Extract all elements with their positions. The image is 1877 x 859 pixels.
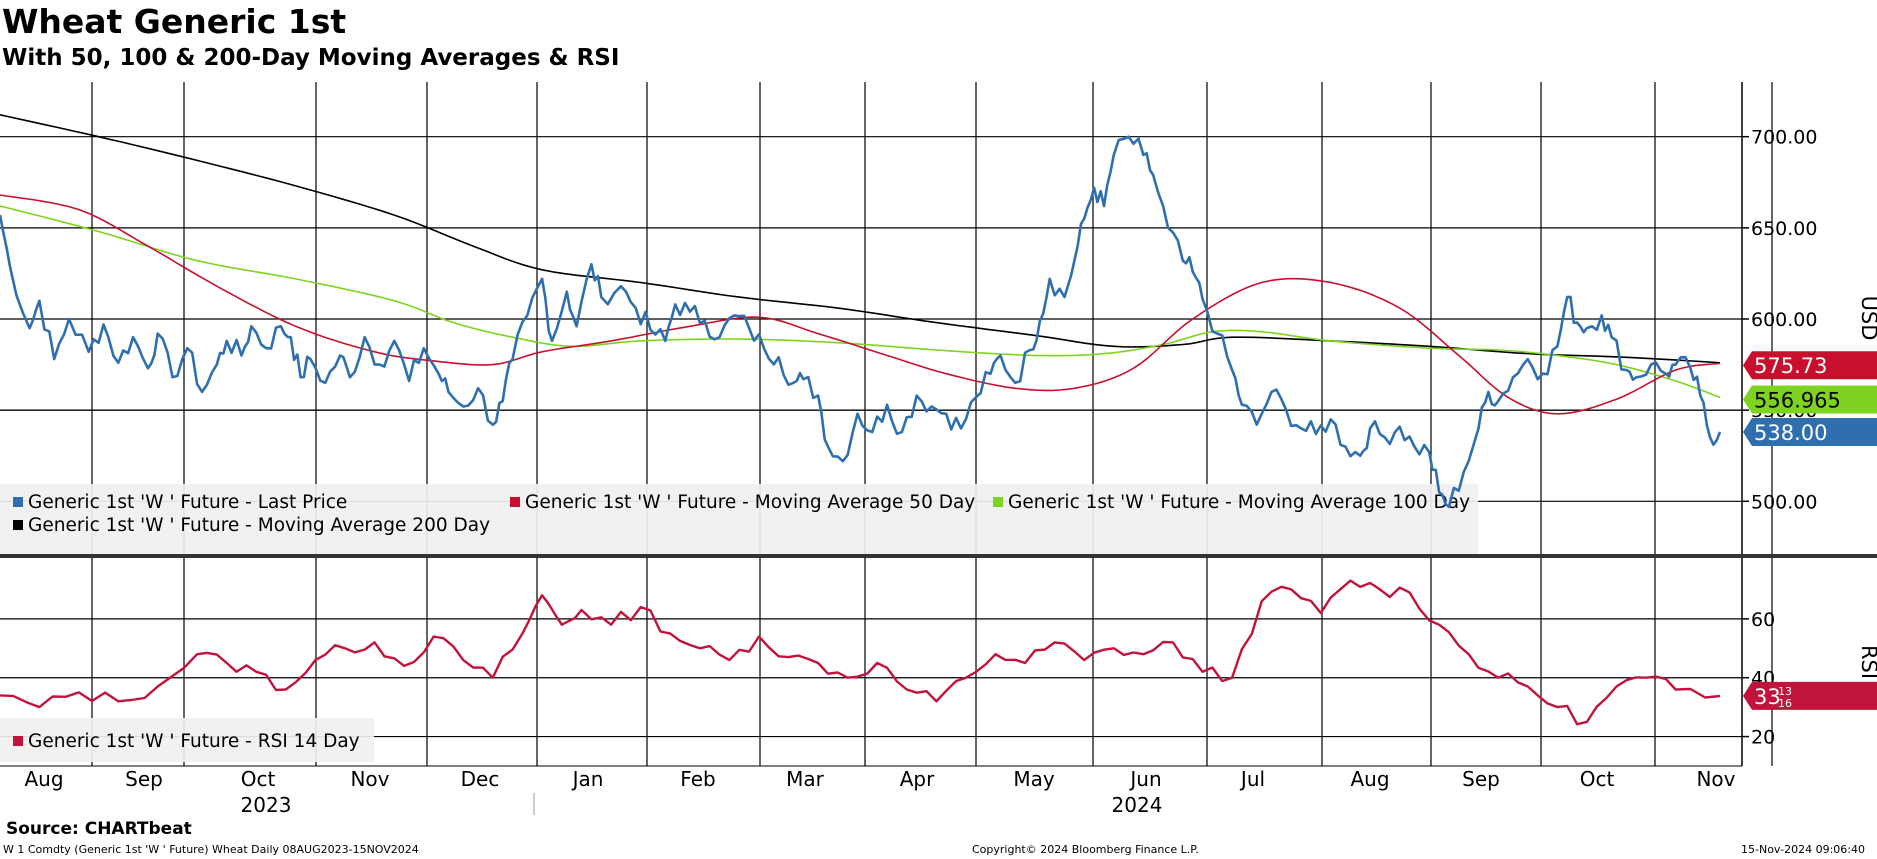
badge-label-numerator: 13 <box>1778 685 1792 698</box>
price-legend: Generic 1st 'W ' Future - Last Price Gene… <box>0 484 1478 554</box>
x-tick-label: May <box>1013 767 1055 791</box>
y-axis-title-price: USD <box>1857 296 1877 341</box>
badge-shape <box>1743 351 1877 380</box>
series-rsi-line <box>0 579 1721 726</box>
series-ma50-line <box>0 194 1721 415</box>
x-tick-label: Jul <box>1239 767 1265 791</box>
y-tick-label: 20 <box>1751 727 1775 749</box>
legend-label: Generic 1st 'W ' Future - Moving Average… <box>28 515 490 536</box>
x-tick-label: Feb <box>680 767 715 791</box>
x-tick-label: Sep <box>1462 767 1500 791</box>
x-tick-label: Aug <box>24 767 63 791</box>
y-tick-label: 600.00 <box>1751 309 1817 331</box>
chart-grid <box>0 82 1773 766</box>
legend-background <box>0 718 374 762</box>
badge-label: 575.73 <box>1754 354 1827 378</box>
x-tick-label: Dec <box>461 767 500 791</box>
badge-label: 538.00 <box>1754 421 1827 445</box>
copyright-note: Copyright© 2024 Bloomberg Finance L.P. <box>972 843 1199 856</box>
legend-swatch <box>13 520 23 530</box>
legend-label: Generic 1st 'W ' Future - Last Price <box>28 492 347 513</box>
legend-background <box>0 484 1478 554</box>
chart-subtitle: With 50, 100 & 200-Day Moving Averages &… <box>2 45 620 71</box>
chart-title: Wheat Generic 1st <box>2 2 347 41</box>
x-tick-label: Nov <box>1696 767 1735 791</box>
badge-ma100: 556.965 <box>1743 385 1877 414</box>
y-tick-label: 60 <box>1751 609 1775 631</box>
badge-ma50: 575.73 <box>1743 351 1877 380</box>
x-tick-label: Aug <box>1350 767 1389 791</box>
series-ma200-line <box>0 114 1721 364</box>
legend-label: Generic 1st 'W ' Future - Moving Average… <box>525 492 975 513</box>
x-tick-label: Sep <box>125 767 163 791</box>
x-tick-label: Jan <box>571 767 604 791</box>
badge-label: 556.965 <box>1754 388 1841 412</box>
x-tick-label: Jun <box>1128 767 1161 791</box>
ticker-info: W 1 Comdty (Generic 1st 'W ' Future) Whe… <box>3 843 419 856</box>
x-tick-label: Nov <box>350 767 389 791</box>
series-ma100-line <box>0 205 1721 399</box>
badge-label-denominator: 16 <box>1778 697 1792 710</box>
timestamp: 15-Nov-2024 09:06:40 <box>1741 843 1866 856</box>
x-tick-label: Apr <box>900 767 935 791</box>
x-tick-label: Oct <box>1580 767 1615 791</box>
y-axis-title-rsi: RSI <box>1857 645 1877 679</box>
badge-shape <box>1743 681 1877 710</box>
source-note: Source: CHARTbeat <box>6 819 192 839</box>
y-tick-label: 650.00 <box>1751 218 1817 240</box>
x-tick-label: Mar <box>786 767 825 791</box>
y-tick-label: 500.00 <box>1751 491 1817 513</box>
legend-swatch <box>13 497 23 507</box>
rsi-legend: Generic 1st 'W ' Future - RSI 14 Day <box>0 718 374 762</box>
series-last-price-line <box>0 135 1722 509</box>
legend-swatch <box>510 497 520 507</box>
badge-shape <box>1743 418 1877 447</box>
legend-label: Generic 1st 'W ' Future - RSI 14 Day <box>28 731 360 752</box>
badge-label-whole: 33 <box>1754 685 1781 709</box>
badge-shape <box>1743 385 1877 414</box>
badge-last-price: 538.00 <box>1743 418 1877 447</box>
y-tick-label: 700.00 <box>1751 127 1817 149</box>
x-year-label: 2024 <box>1112 793 1163 817</box>
chart-axes: 700.00650.00600.00550.00500.00604020USDR… <box>0 82 1877 817</box>
series-layer <box>0 114 1722 726</box>
legend-label: Generic 1st 'W ' Future - Moving Average… <box>1008 492 1470 513</box>
legend-swatch <box>13 736 23 746</box>
legend-swatch <box>993 497 1003 507</box>
x-year-label: 2023 <box>241 793 292 817</box>
x-tick-label: Oct <box>241 767 276 791</box>
